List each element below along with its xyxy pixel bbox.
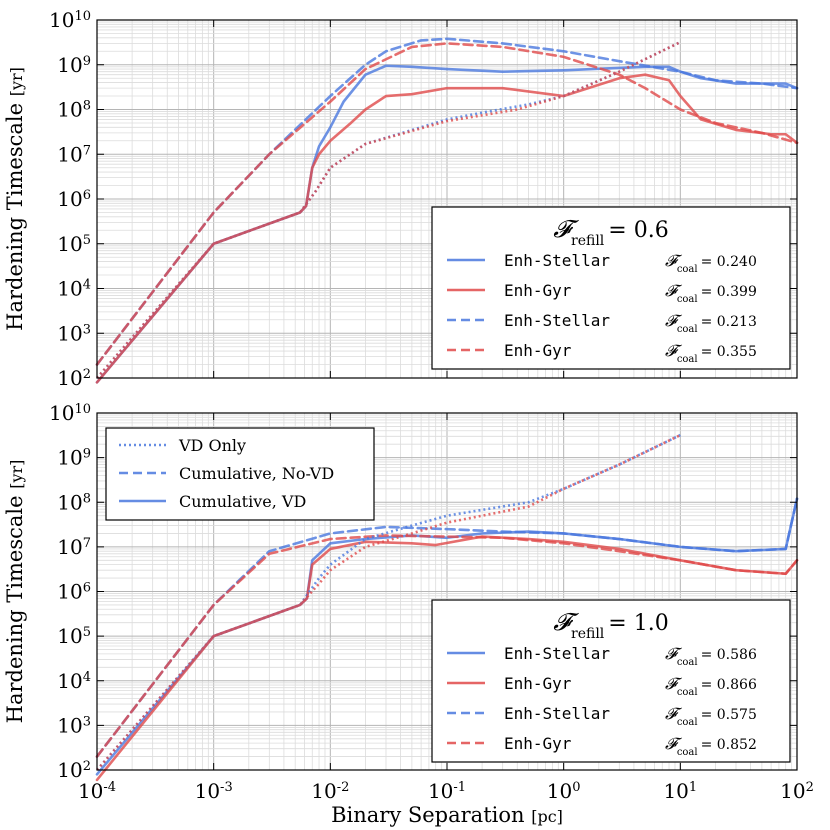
ytick-label: 105 [57,624,91,648]
xtick-label: 10-3 [195,779,233,803]
series-line-enh-gyr-vd-only [96,40,681,379]
legend-frame [431,206,791,370]
refill-title: 𝓕refill = 0.6 [553,215,668,249]
ticks-top: 102 103 104 105 106 107 108 109 1010 [49,8,798,390]
ytick-label: 1010 [49,8,91,32]
ytick-label: 104 [57,277,91,301]
legend-label: Enh-Gyr [504,281,572,300]
xtick-label: 10-2 [311,779,349,803]
legend-label: Enh-Gyr [504,734,572,753]
series-line-enh-gyr-cumulative-no-vd [95,534,799,758]
ytick-label: 108 [57,490,91,514]
series-line-enh-gyr-cumulative-vd [95,73,799,384]
legend-fcoal: 𝓕coal = 0.866 [665,674,757,698]
ytick-label: 104 [57,669,91,693]
xtick-label: 10-1 [428,779,466,803]
xtick-label: 100 [547,779,581,803]
ytick-label: 103 [57,321,91,345]
xtick-label: 101 [663,779,697,803]
ytick-label: 108 [57,98,91,122]
ytick-label: 103 [57,713,91,737]
legend-frame [431,599,791,763]
ytick-label: 107 [57,142,91,166]
ytick-label: 106 [57,580,91,604]
series-line-enh-gyr-cumulative-no-vd [95,42,799,366]
legend-fcoal: 𝓕coal = 0.575 [665,704,757,728]
legend-label: Enh-Stellar [504,704,610,723]
xtick-label: 102 [780,779,814,803]
ytick-label: 102 [57,758,91,782]
style-legend: VD Only Cumulative, No-VD Cumulative, VD [105,427,375,521]
series-bottom [95,433,799,782]
legend-fcoal: 𝓕coal = 0.852 [665,734,757,758]
legend-label: Enh-Stellar [504,311,610,330]
xlabel: Binary Separation [pc] [331,803,563,827]
series-line-enh-stellar-cumulative-no-vd [95,37,799,366]
series-line-enh-gyr-vd-only [96,433,681,771]
ytick-label: 105 [57,232,91,256]
panel-top: 102 103 104 105 106 107 108 109 1010 𝓕refill = 0.… [3,8,799,390]
panel-bottom: 102 103 104 105 106 107 108 109 1010 10-4 10-3 10-2… [3,401,814,803]
ylabel-bottom: Hardening Timescale [yr] [3,460,27,724]
ytick-label: 109 [57,446,91,470]
style-legend-label: VD Only [178,436,246,455]
legend-fcoal: 𝓕coal = 0.399 [665,281,757,305]
series-line-enh-stellar-cumulative-no-vd [95,497,799,758]
legend-label: Enh-Gyr [504,341,572,360]
ytick-label: 1010 [49,401,91,425]
ytick-label: 106 [57,187,91,211]
style-legend-label: Cumulative, VD [179,492,306,511]
ticks-bottom: 102 103 104 105 106 107 108 109 1010 10-4 10-3 10-2… [49,401,814,803]
legend-label: Enh-Stellar [504,644,610,663]
ytick-label: 107 [57,535,91,559]
ylabel-top: Hardening Timescale [yr] [3,67,27,331]
legend-label: Enh-Stellar [504,251,610,270]
ytick-label: 102 [57,366,91,390]
style-legend-label: Cumulative, No-VD [179,464,334,483]
legend-label: Enh-Gyr [504,674,572,693]
ytick-label: 109 [57,53,91,77]
series-top [95,37,799,384]
xtick-label: 10-4 [78,779,116,803]
